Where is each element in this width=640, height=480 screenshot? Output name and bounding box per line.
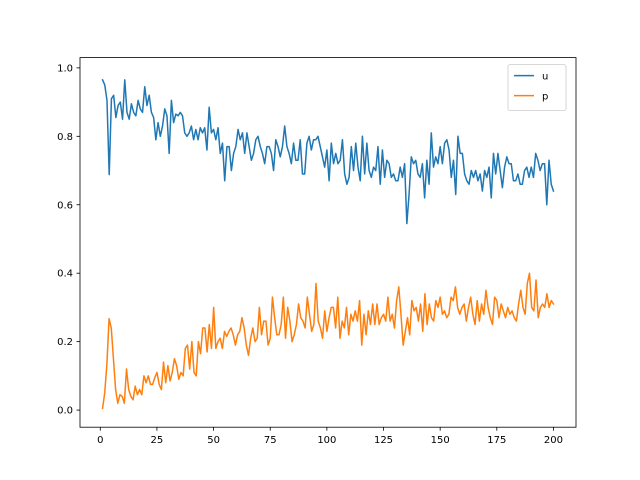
x-tick-label: 100 xyxy=(317,435,336,446)
x-tick-label: 75 xyxy=(264,435,277,446)
x-tick-label: 0 xyxy=(97,435,103,446)
legend-label-p: p xyxy=(542,92,548,103)
legend-label-u: u xyxy=(542,72,548,83)
y-tick-label: 0.8 xyxy=(57,132,73,143)
x-tick-label: 175 xyxy=(487,435,506,446)
legend-box xyxy=(507,64,567,111)
x-axis: 0 25 50 75 100 125 150 175 200 xyxy=(97,427,563,446)
y-tick-label: 0.6 xyxy=(57,200,73,211)
series-layer xyxy=(101,78,555,410)
y-tick-label: 0.0 xyxy=(57,406,73,417)
y-axis: 0.0 0.2 0.4 0.6 0.8 1.0 xyxy=(57,63,80,417)
series-line-u xyxy=(101,78,555,225)
plot-frame xyxy=(79,57,577,428)
x-tick-label: 125 xyxy=(374,435,393,446)
y-tick-label: 0.4 xyxy=(57,269,73,280)
y-tick-label: 0.2 xyxy=(57,337,73,348)
series-line-p xyxy=(101,272,555,410)
legend: up xyxy=(507,64,567,111)
x-tick-label: 50 xyxy=(207,435,220,446)
x-tick-label: 150 xyxy=(431,435,450,446)
y-tick-label: 1.0 xyxy=(57,63,73,74)
x-tick-label: 200 xyxy=(544,435,563,446)
x-tick-label: 25 xyxy=(151,435,164,446)
